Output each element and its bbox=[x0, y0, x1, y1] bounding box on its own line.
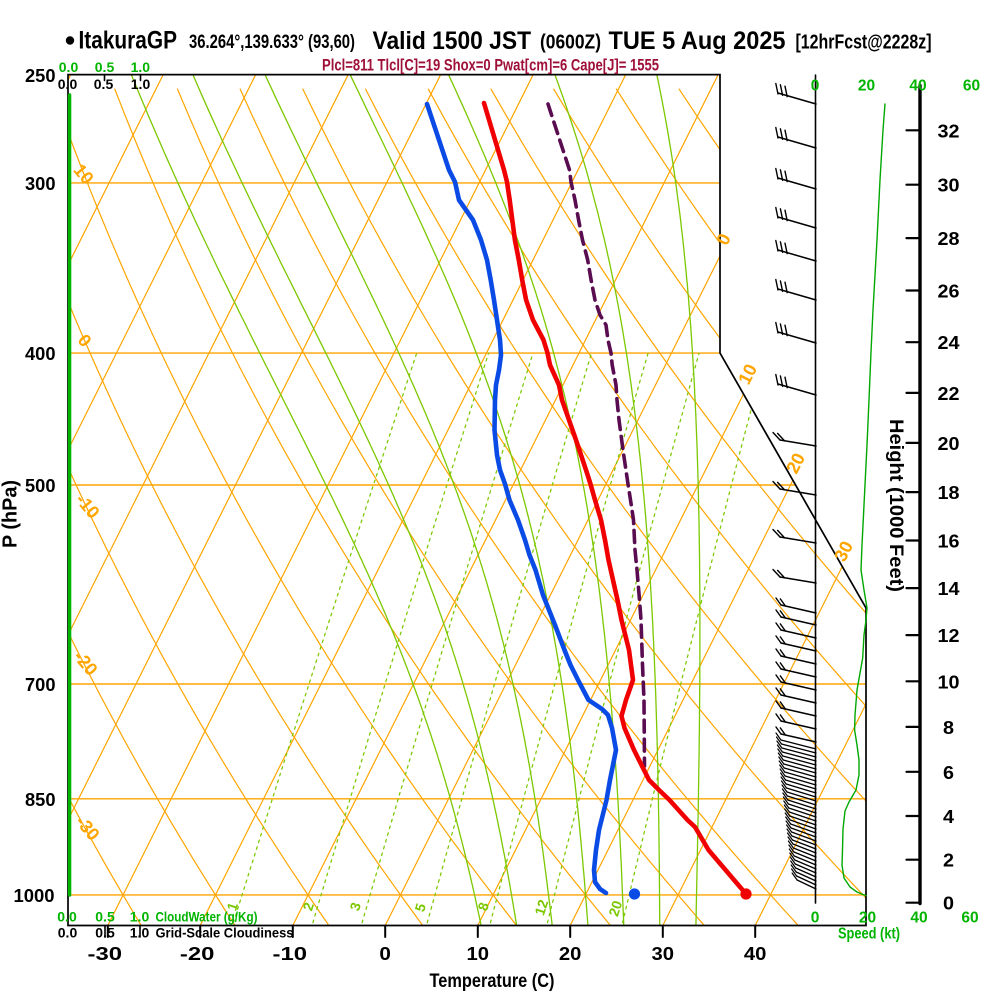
svg-text:12: 12 bbox=[938, 625, 960, 646]
svg-text:Height (1000 Feet): Height (1000 Feet) bbox=[885, 419, 906, 592]
svg-text:-30: -30 bbox=[88, 943, 123, 964]
svg-text:-20: -20 bbox=[180, 943, 215, 964]
svg-text:0.5: 0.5 bbox=[94, 76, 114, 92]
svg-text:0.0: 0.0 bbox=[59, 59, 79, 75]
svg-text:(0600Z): (0600Z) bbox=[540, 31, 601, 54]
svg-text:20: 20 bbox=[938, 433, 960, 454]
svg-text:300: 300 bbox=[25, 174, 56, 194]
svg-text:30: 30 bbox=[652, 943, 675, 964]
svg-text:0.5: 0.5 bbox=[95, 59, 115, 75]
svg-text:20: 20 bbox=[605, 898, 625, 918]
svg-text:0.0: 0.0 bbox=[58, 925, 78, 941]
svg-text:Temperature (C): Temperature (C) bbox=[430, 971, 555, 992]
svg-text:12: 12 bbox=[531, 897, 551, 917]
svg-text:16: 16 bbox=[938, 531, 960, 552]
svg-text:4: 4 bbox=[943, 806, 955, 827]
svg-text:26: 26 bbox=[938, 281, 960, 302]
svg-text:60: 60 bbox=[963, 78, 980, 95]
svg-text:P (hPa): P (hPa) bbox=[0, 480, 22, 548]
svg-text:20: 20 bbox=[858, 78, 875, 95]
svg-text:14: 14 bbox=[938, 578, 961, 599]
svg-text:Plcl=811 Tlcl[C]=19 Shox=0 Pwa: Plcl=811 Tlcl[C]=19 Shox=0 Pwat[cm]=6 Ca… bbox=[322, 56, 659, 75]
svg-text:700: 700 bbox=[25, 675, 56, 695]
svg-text:850: 850 bbox=[25, 790, 56, 810]
svg-text:8: 8 bbox=[943, 717, 954, 738]
svg-text:0.5: 0.5 bbox=[95, 909, 115, 925]
svg-text:CloudWater (g/Kg): CloudWater (g/Kg) bbox=[156, 909, 258, 925]
svg-text:40: 40 bbox=[909, 78, 926, 95]
svg-text:6: 6 bbox=[943, 762, 954, 783]
svg-text:-10: -10 bbox=[273, 943, 308, 964]
svg-text:Grid-Scale Cloudiness: Grid-Scale Cloudiness bbox=[156, 925, 294, 941]
svg-text:36.264°,139.633° (93,60): 36.264°,139.633° (93,60) bbox=[189, 31, 355, 53]
svg-text:[12hrFcst@2228z]: [12hrFcst@2228z] bbox=[796, 32, 932, 54]
svg-text:1.0: 1.0 bbox=[130, 909, 150, 925]
svg-text:30: 30 bbox=[938, 175, 960, 196]
svg-text:0: 0 bbox=[811, 910, 820, 927]
svg-text:22: 22 bbox=[938, 383, 960, 404]
svg-text:ItakuraGP: ItakuraGP bbox=[79, 27, 178, 55]
svg-text:10: 10 bbox=[467, 943, 490, 964]
svg-text:1.0: 1.0 bbox=[131, 76, 151, 92]
svg-text:20: 20 bbox=[559, 943, 582, 964]
svg-text:28: 28 bbox=[938, 228, 960, 249]
svg-text:250: 250 bbox=[25, 66, 56, 86]
svg-text:Speed (kt): Speed (kt) bbox=[838, 926, 900, 943]
svg-text:32: 32 bbox=[938, 120, 960, 141]
svg-text:0.0: 0.0 bbox=[58, 76, 78, 92]
svg-text:0.0: 0.0 bbox=[57, 909, 77, 925]
svg-text:2: 2 bbox=[943, 850, 954, 871]
svg-text:40: 40 bbox=[910, 910, 927, 927]
svg-text:20: 20 bbox=[859, 910, 876, 927]
svg-text:24: 24 bbox=[938, 332, 961, 353]
svg-text:10: 10 bbox=[938, 671, 960, 692]
svg-text:18: 18 bbox=[938, 482, 960, 503]
svg-text:0: 0 bbox=[943, 893, 954, 914]
svg-text:1000: 1000 bbox=[14, 886, 55, 906]
svg-text:0: 0 bbox=[811, 78, 820, 95]
svg-text:40: 40 bbox=[744, 943, 767, 964]
svg-text:1.0: 1.0 bbox=[131, 59, 151, 75]
svg-text:0: 0 bbox=[379, 943, 391, 964]
svg-text:500: 500 bbox=[25, 476, 56, 496]
svg-text:TUE 5 Aug 2025: TUE 5 Aug 2025 bbox=[609, 27, 786, 55]
svg-text:Valid 1500 JST: Valid 1500 JST bbox=[373, 27, 532, 55]
svg-text:400: 400 bbox=[25, 344, 56, 364]
svg-text:60: 60 bbox=[961, 910, 978, 927]
